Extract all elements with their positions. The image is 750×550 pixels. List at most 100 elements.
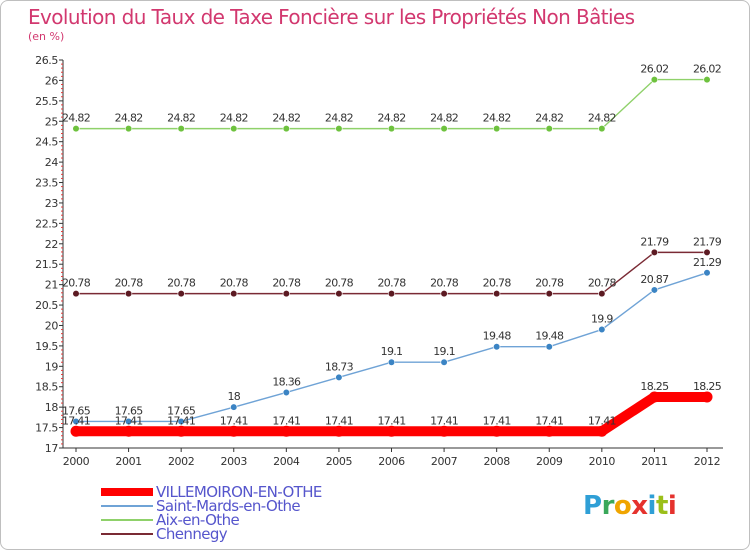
data-point — [440, 290, 448, 298]
data-label: 20.87 — [640, 273, 669, 286]
data-label: 20.78 — [535, 277, 564, 290]
data-label: 20.78 — [378, 277, 407, 290]
data-label: 24.82 — [483, 112, 511, 125]
data-label: 20.78 — [62, 277, 91, 290]
data-point — [387, 125, 396, 133]
legend-label: Aix-en-Othe — [156, 511, 240, 529]
data-point — [230, 125, 238, 133]
data-point — [282, 388, 290, 397]
data-point — [333, 425, 345, 437]
data-label: 20.78 — [167, 277, 196, 290]
y-tick-label: 19 — [45, 360, 59, 373]
data-point — [543, 425, 555, 437]
data-label: 20.78 — [220, 277, 249, 290]
data-label: 24.82 — [378, 112, 406, 125]
data-label: 20.78 — [325, 277, 354, 290]
data-point — [72, 125, 80, 133]
x-tick-label: 2000 — [63, 455, 90, 468]
x-tick-label: 2004 — [273, 455, 300, 468]
x-tick-label: 2010 — [589, 455, 616, 468]
y-tick-label: 22.5 — [35, 217, 58, 230]
data-point — [230, 403, 238, 411]
data-label: 18.25 — [693, 380, 722, 393]
y-tick-label: 24.5 — [35, 136, 58, 149]
data-point — [72, 290, 80, 298]
data-label: 20.78 — [272, 277, 301, 290]
data-point — [596, 425, 608, 437]
data-label: 18.73 — [325, 360, 354, 373]
data-label: 21.79 — [693, 235, 722, 248]
data-point — [440, 358, 448, 366]
y-tick-label: 20 — [45, 319, 59, 332]
data-point — [175, 425, 187, 437]
data-label: 17.41 — [220, 414, 248, 427]
data-label: 24.82 — [220, 112, 248, 125]
x-tick-label: 2012 — [694, 455, 720, 468]
x-tick-label: 2003 — [221, 455, 248, 468]
legend-swatch — [101, 505, 153, 507]
data-label: 26.02 — [693, 63, 721, 76]
data-label: 18 — [227, 390, 240, 403]
data-label: 17.65 — [62, 404, 91, 417]
data-label: 17.41 — [535, 414, 563, 427]
data-point — [228, 425, 240, 437]
data-point — [598, 290, 606, 298]
data-label: 26.02 — [640, 63, 668, 76]
y-tick-label: 18 — [45, 401, 59, 414]
data-point — [438, 425, 450, 437]
data-label: 17.41 — [430, 414, 458, 427]
data-label: 17.65 — [167, 404, 196, 417]
data-point — [493, 343, 501, 351]
x-tick-label: 2009 — [536, 455, 563, 468]
data-point — [598, 125, 606, 133]
data-point — [177, 417, 185, 426]
y-tick-label: 18.5 — [35, 381, 58, 394]
data-point — [177, 125, 185, 133]
x-tick-label: 2005 — [326, 455, 353, 468]
data-point — [387, 358, 396, 366]
data-label: 18.25 — [640, 380, 669, 393]
data-point — [230, 290, 238, 298]
data-point — [335, 290, 343, 298]
data-label: 19.1 — [381, 345, 403, 358]
data-label: 24.82 — [115, 112, 143, 125]
y-tick-label: 21.5 — [35, 258, 58, 271]
data-point — [335, 373, 343, 381]
data-point — [545, 125, 553, 133]
data-label: 24.82 — [588, 112, 616, 125]
data-label: 17.41 — [325, 414, 353, 427]
data-label: 17.41 — [378, 414, 406, 427]
legend-swatch — [101, 533, 153, 535]
data-point — [650, 76, 659, 84]
x-tick-label: 2002 — [168, 455, 194, 468]
data-point — [123, 425, 135, 437]
data-point — [387, 290, 396, 298]
proxiti-logo: Proxiti — [583, 491, 677, 521]
x-tick-label: 2001 — [115, 455, 141, 468]
y-tick-label: 17 — [45, 442, 59, 455]
legend-swatch — [101, 488, 153, 496]
data-label: 20.78 — [430, 277, 459, 290]
data-label: 17.41 — [115, 414, 143, 427]
data-label: 17.41 — [588, 414, 616, 427]
data-point — [124, 290, 133, 298]
y-tick-label: 25.5 — [35, 95, 58, 108]
data-label: 21.79 — [640, 235, 669, 248]
y-tick-label: 24 — [45, 156, 59, 169]
data-point — [493, 125, 501, 133]
y-tick-label: 17.5 — [35, 422, 58, 435]
data-point — [650, 248, 659, 256]
data-label: 24.82 — [430, 112, 458, 125]
legend-label: Saint-Mards-en-Othe — [156, 497, 301, 515]
data-label: 17.65 — [115, 404, 144, 417]
data-label: 19.9 — [591, 313, 613, 326]
data-point — [493, 290, 501, 298]
data-point — [386, 425, 397, 437]
data-point — [282, 290, 290, 298]
x-tick-label: 2011 — [641, 455, 667, 468]
legend-label: Chennegy — [156, 525, 228, 543]
y-tick-label: 21 — [45, 279, 58, 292]
data-point — [124, 125, 133, 133]
data-label: 24.82 — [325, 112, 353, 125]
